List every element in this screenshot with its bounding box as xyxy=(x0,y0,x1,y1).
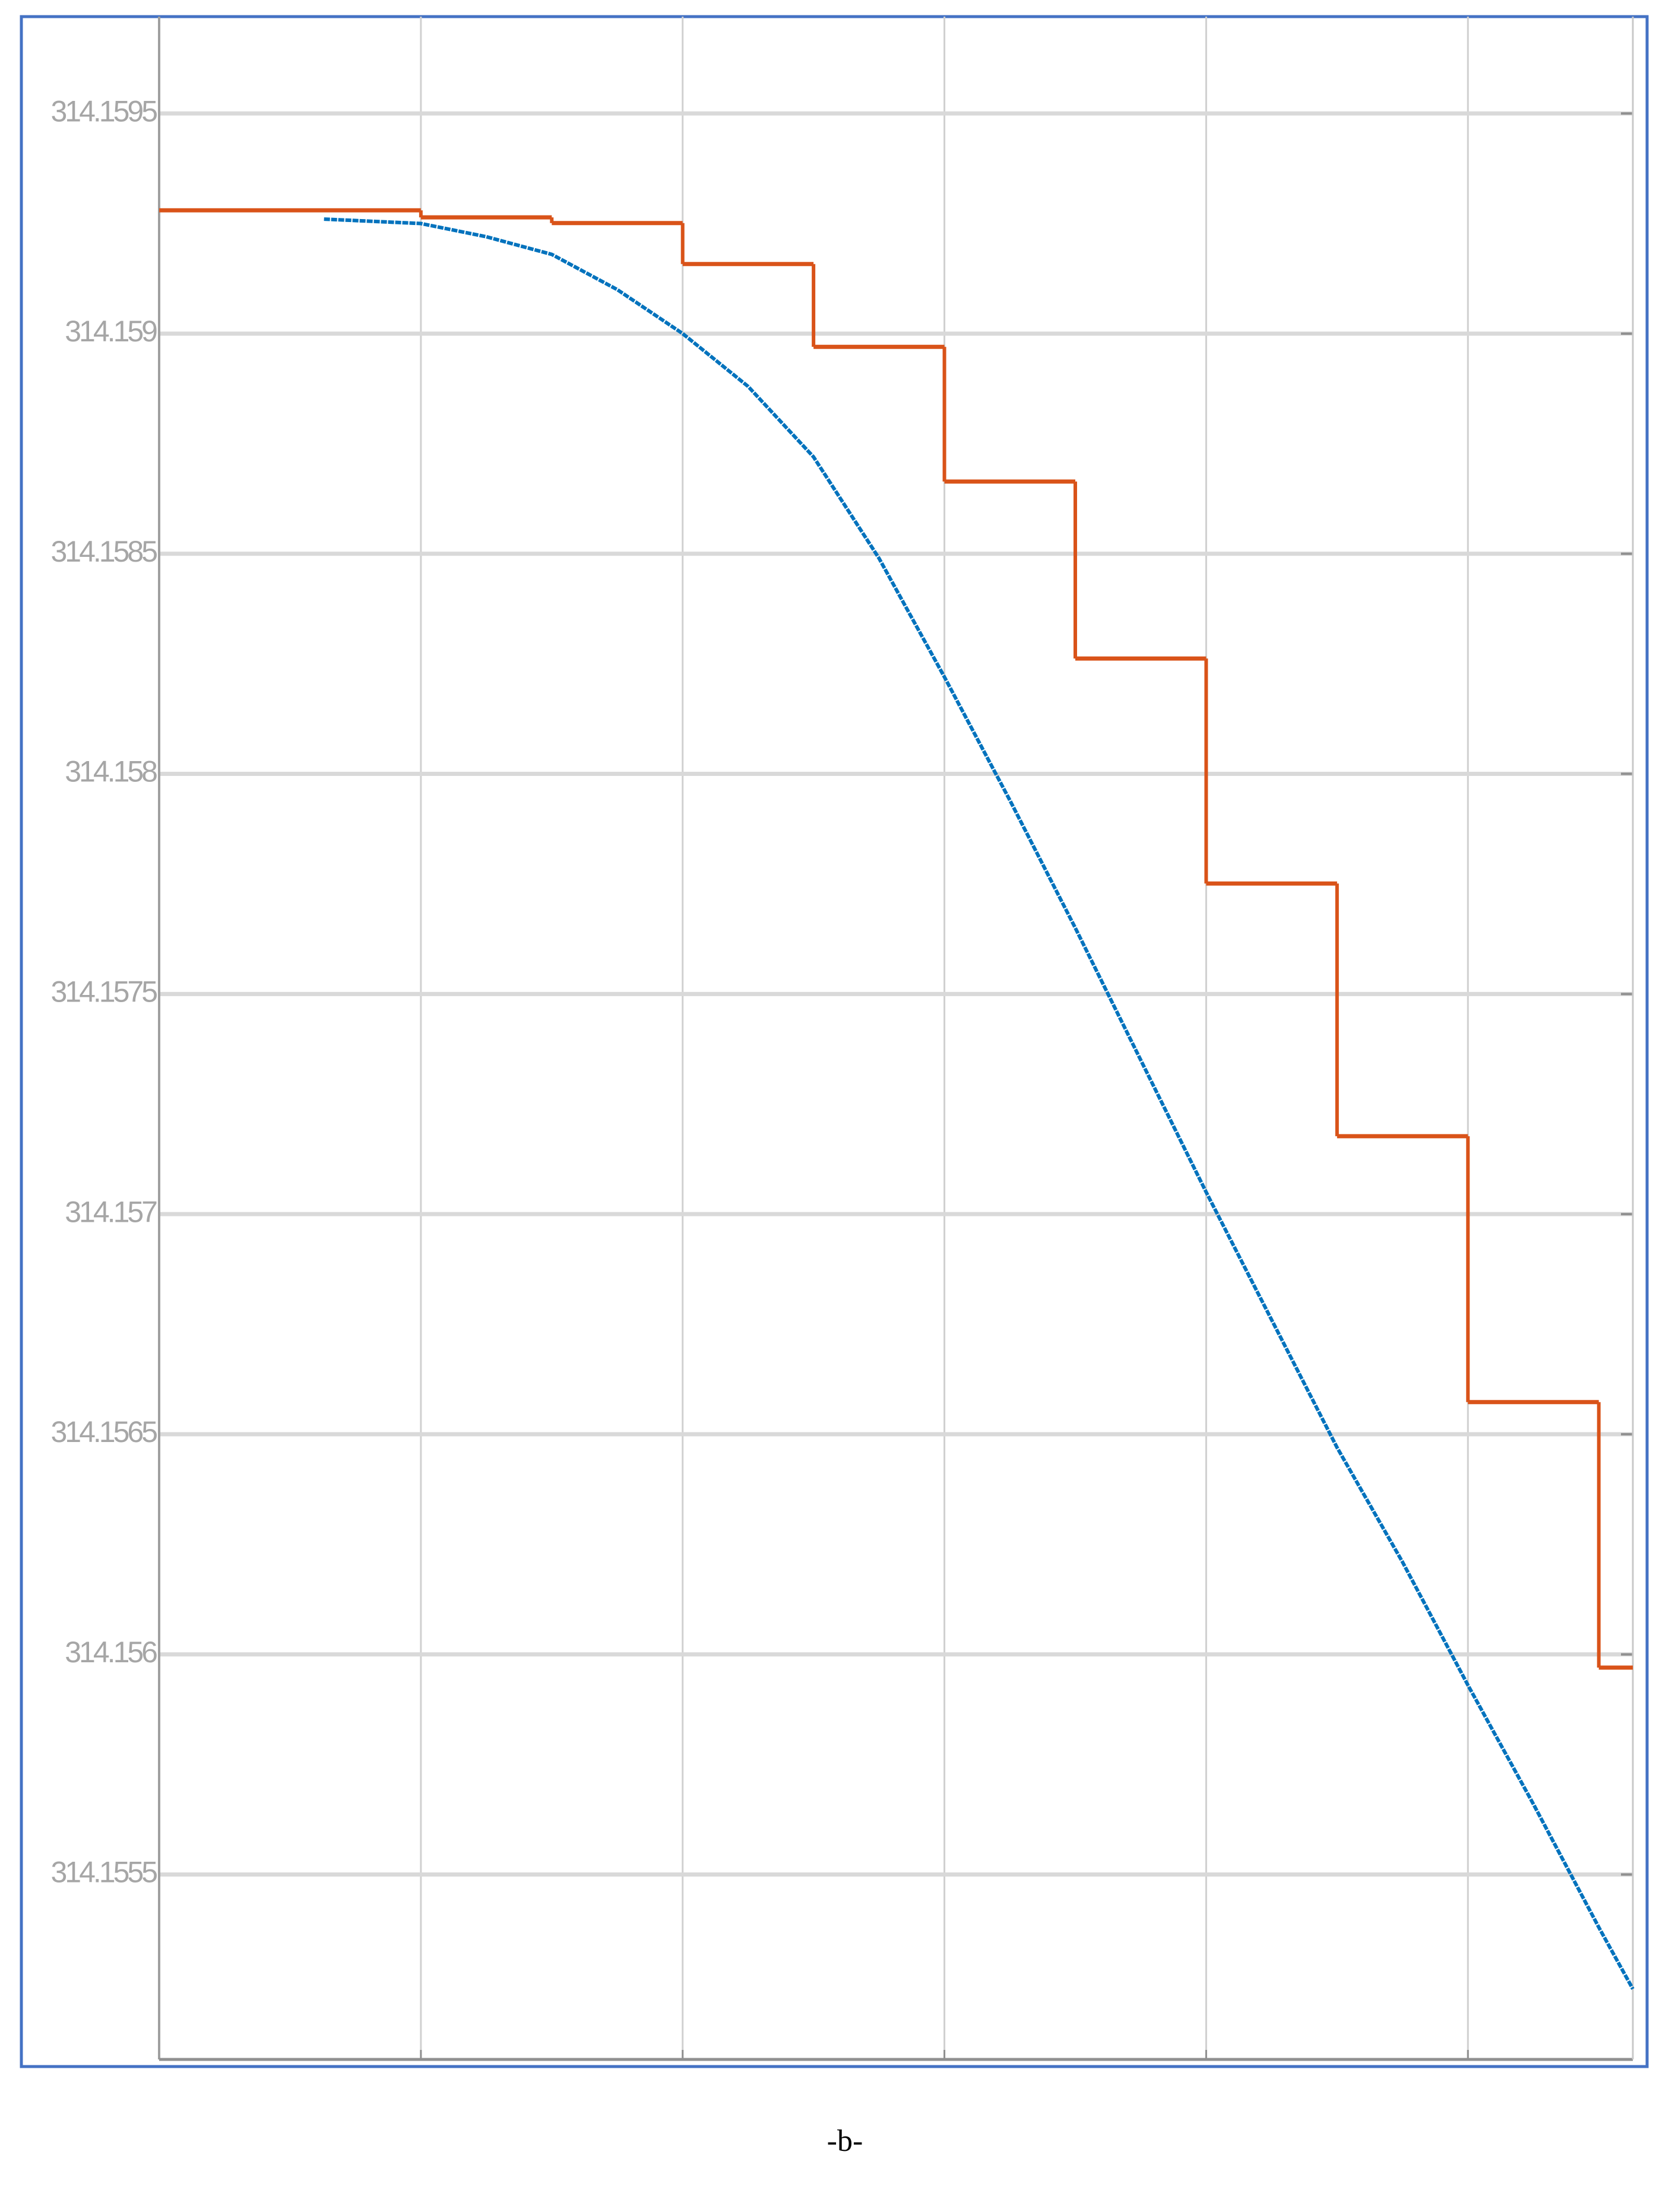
y-tick-label: 314.157 xyxy=(65,1195,157,1228)
y-tick-label: 314.1565 xyxy=(50,1415,157,1449)
y-tick-label: 314.156 xyxy=(65,1636,157,1669)
y-tick-label: 314.158 xyxy=(65,755,157,788)
y-tick-label: 314.1595 xyxy=(50,94,157,128)
frame xyxy=(20,15,1649,2068)
caption: -b- xyxy=(827,2124,863,2158)
y-tick-label: 314.1555 xyxy=(50,1856,157,1889)
y-tick-label: 314.159 xyxy=(65,315,157,348)
y-tick-label: 314.1585 xyxy=(50,535,157,568)
series-line xyxy=(324,217,1635,1990)
y-tick-label: 314.1575 xyxy=(50,975,157,1009)
